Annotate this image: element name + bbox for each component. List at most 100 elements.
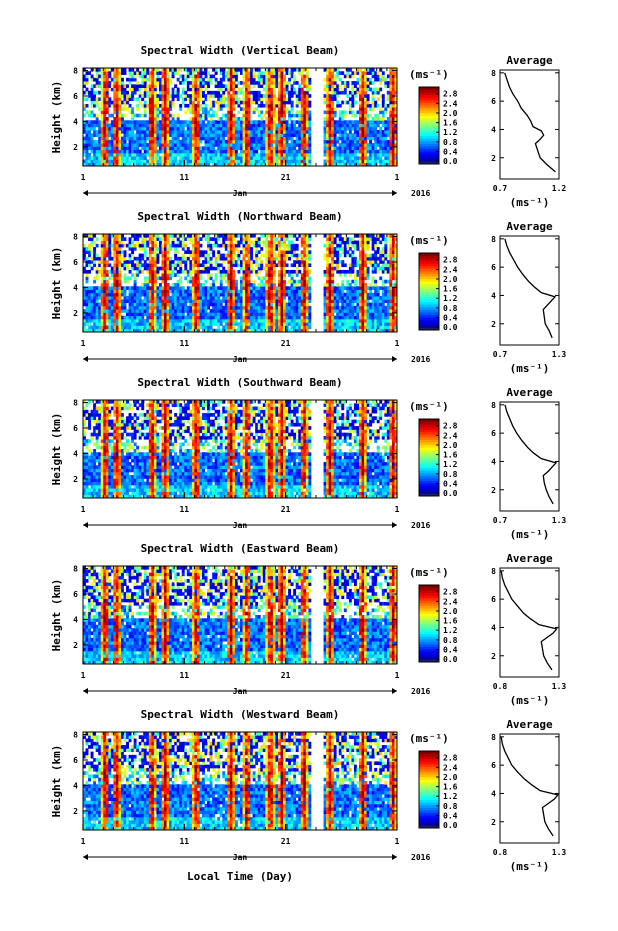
y-tick-label: 6 (73, 590, 78, 599)
average-title: Average (506, 552, 553, 565)
heatmap-frame (82, 565, 398, 665)
colorbar-unit: (ms⁻¹) (409, 732, 449, 745)
profile-x-tick-label: 0.7 (493, 516, 508, 525)
x-tick-label: 1 (81, 671, 86, 680)
y-tick-label: 2 (73, 475, 78, 484)
profile-y-tick-label: 6 (491, 429, 496, 438)
profile-frame (499, 733, 560, 844)
colorbar-tick-label: 2.8 (443, 754, 458, 763)
x-tick-label: 1 (395, 173, 400, 182)
colorbar-tick-label: 1.6 (443, 119, 458, 128)
panel-3: Spectral Width (Eastward Beam)1 11 21 12468… (50, 542, 566, 707)
heatmap (83, 400, 398, 499)
profile-x-tick-label: 1.3 (552, 848, 567, 857)
average-unit: (ms⁻¹) (510, 694, 550, 707)
colorbar-tick-label: 2.8 (443, 422, 458, 431)
profile-x-tick-label: 0.7 (493, 350, 508, 359)
heatmap (83, 234, 398, 333)
profile-y-tick-label: 4 (491, 623, 496, 632)
panel-title: Spectral Width (Vertical Beam) (141, 44, 340, 57)
colorbar-tick-label: 2.8 (443, 588, 458, 597)
colorbar-tick-label: 0.4 (443, 147, 458, 156)
x-tick-label: 1 (81, 339, 86, 348)
colorbar-tick-label: 1.2 (443, 128, 458, 137)
y-tick-label: 2 (73, 807, 78, 816)
y-tick-label: 8 (73, 565, 78, 574)
profile-y-tick-label: 2 (491, 320, 496, 329)
colorbar-tick-label: 0.8 (443, 304, 458, 313)
profile-frame (499, 235, 560, 346)
profile-y-tick-label: 8 (491, 69, 496, 78)
colorbar-tick-label: 2.0 (443, 607, 458, 616)
height-axis-label: Height (km) (50, 413, 63, 486)
x-tick-label: 11 (179, 505, 189, 514)
month-label: Jan (233, 189, 248, 198)
heatmap-frame (82, 233, 398, 333)
profile-y-tick-label: 2 (491, 486, 496, 495)
panel-4: Spectral Width (Westward Beam)1 11 21 12468… (50, 708, 566, 873)
y-tick-label: 8 (73, 731, 78, 740)
average-title: Average (506, 220, 553, 233)
y-tick-label: 8 (73, 233, 78, 242)
colorbar-tick-label: 2.0 (443, 275, 458, 284)
month-label: Jan (233, 687, 248, 696)
y-tick-label: 6 (73, 424, 78, 433)
month-label: Jan (233, 521, 248, 530)
colorbar-tick-label: 0.4 (443, 313, 458, 322)
colorbar-tick-label: 2.0 (443, 773, 458, 782)
colorbar-tick-label: 0.0 (443, 655, 458, 664)
height-axis-label: Height (km) (50, 579, 63, 652)
panel-2: Spectral Width (Southward Beam)1 11 21 1246… (50, 376, 566, 541)
y-tick-label: 2 (73, 309, 78, 318)
colorbar-unit: (ms⁻¹) (409, 566, 449, 579)
profile-y-tick-label: 8 (491, 401, 496, 410)
panel-title: Spectral Width (Eastward Beam) (141, 542, 340, 555)
y-tick-label: 8 (73, 399, 78, 408)
x-tick-label: 21 (281, 505, 291, 514)
profile-y-tick-label: 8 (491, 733, 496, 742)
colorbar-unit: (ms⁻¹) (409, 400, 449, 413)
colorbar-unit: (ms⁻¹) (409, 234, 449, 247)
heatmap (83, 68, 398, 167)
year-label: 2016 (411, 189, 430, 198)
profile-y-tick-label: 4 (491, 789, 496, 798)
colorbar-tick-label: 2.4 (443, 763, 458, 772)
colorbar-tick-label: 1.2 (443, 626, 458, 635)
panel-title: Spectral Width (Southward Beam) (137, 376, 342, 389)
y-tick-label: 4 (73, 283, 78, 292)
average-title: Average (506, 718, 553, 731)
year-label: 2016 (411, 853, 430, 862)
average-profile-line (500, 736, 559, 837)
y-tick-label: 2 (73, 641, 78, 650)
profile-x-tick-label: 1.3 (552, 682, 567, 691)
x-tick-label: 1 (395, 837, 400, 846)
year-label: 2016 (411, 355, 430, 364)
x-tick-label: 1 (395, 505, 400, 514)
profile-x-tick-label: 1.3 (552, 350, 567, 359)
profile-y-tick-label: 8 (491, 567, 496, 576)
colorbar (418, 750, 440, 829)
profile-y-tick-label: 2 (491, 154, 496, 163)
month-label: Jan (233, 355, 248, 364)
height-axis-label: Height (km) (50, 247, 63, 320)
colorbar (418, 418, 440, 497)
average-profile-line (500, 570, 558, 671)
x-tick-label: 21 (281, 671, 291, 680)
profile-frame (499, 69, 560, 180)
y-tick-label: 4 (73, 781, 78, 790)
colorbar-tick-label: 0.8 (443, 470, 458, 479)
profile-y-tick-label: 4 (491, 291, 496, 300)
heatmap-frame (82, 399, 398, 499)
x-tick-label: 11 (179, 173, 189, 182)
x-tick-label: 11 (179, 339, 189, 348)
average-profile-line (504, 238, 557, 339)
heatmap (83, 732, 398, 831)
colorbar-tick-label: 2.4 (443, 265, 458, 274)
y-tick-label: 6 (73, 756, 78, 765)
colorbar-tick-label: 0.8 (443, 802, 458, 811)
profile-y-tick-label: 6 (491, 97, 496, 106)
profile-y-tick-label: 6 (491, 761, 496, 770)
x-tick-label: 1 (81, 837, 86, 846)
x-tick-label: 11 (179, 671, 189, 680)
average-unit: (ms⁻¹) (510, 362, 550, 375)
